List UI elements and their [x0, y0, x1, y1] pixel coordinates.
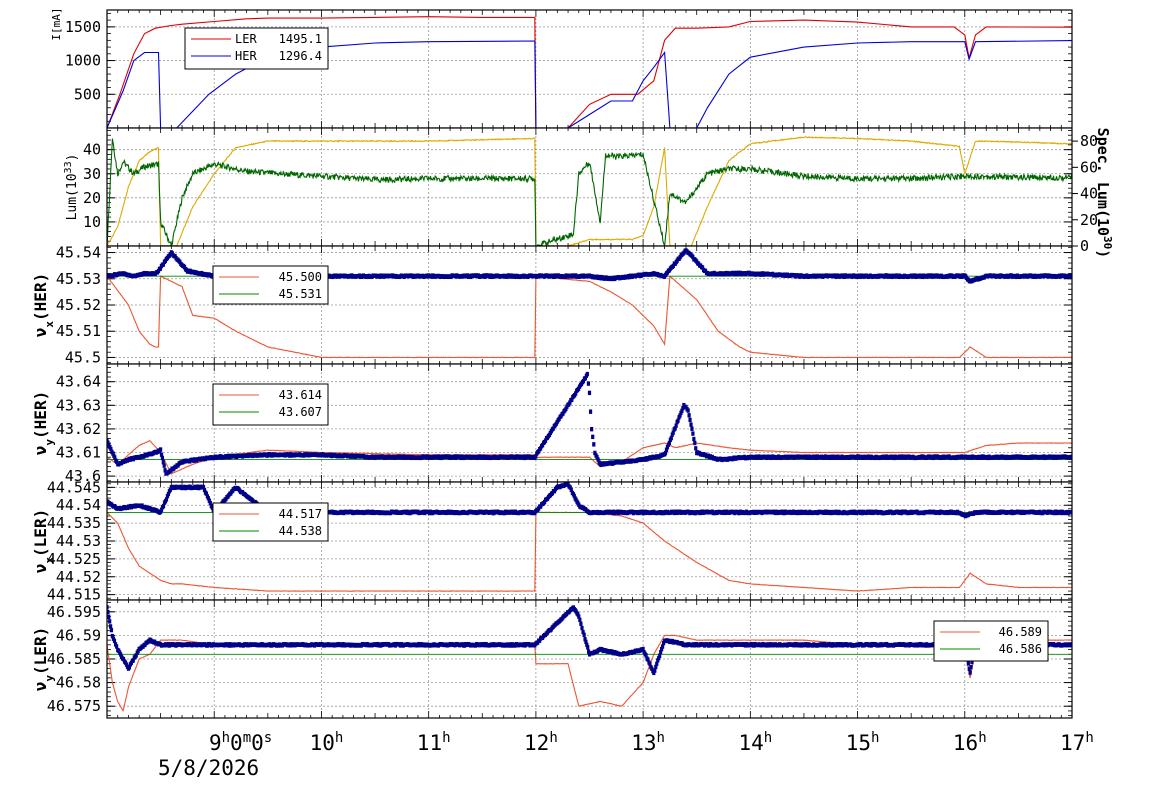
legend: 44.517 44.538	[213, 503, 328, 541]
y-tick-label: 43.62	[56, 420, 101, 438]
legend-value: 43.614	[279, 388, 322, 402]
data-point	[592, 442, 595, 446]
data-point	[110, 628, 113, 632]
panel-6: 46.57546.5846.58546.5946.595νy(LER)46.58…	[31, 600, 1074, 718]
y-tick-label: 43.63	[56, 396, 101, 414]
data-point	[693, 441, 696, 445]
y-tick-label: 20	[83, 189, 101, 207]
legend: LER 1495.1 HER 1296.4	[185, 28, 328, 69]
y-tick-label: 10	[83, 213, 101, 231]
data-point	[692, 437, 695, 441]
y-axis-label: νx(HER)	[31, 273, 56, 337]
y-tick-label: 500	[74, 85, 101, 103]
data-point	[687, 408, 690, 412]
y-tick-label: 44.515	[47, 586, 101, 604]
legend-label: LER	[235, 32, 257, 46]
y-tick-label: 46.595	[47, 603, 101, 621]
y-tick-label: 44.545	[47, 478, 101, 496]
data-point	[588, 391, 591, 395]
data-point	[691, 431, 694, 435]
y-axis-label: νy(HER)	[31, 391, 56, 455]
legend-value: 44.517	[279, 507, 322, 521]
y-tick-label: 45.54	[56, 244, 101, 262]
legend-value: 45.531	[279, 287, 322, 301]
data-point	[589, 409, 592, 413]
legend-value: 45.500	[279, 270, 322, 284]
data-point	[163, 463, 166, 467]
legend-label: HER	[235, 49, 257, 63]
data-point	[689, 422, 692, 426]
data-point	[591, 435, 594, 439]
data-point	[161, 456, 164, 460]
y-tick-label: 45.5	[65, 348, 101, 366]
data-point	[687, 413, 690, 417]
legend-value: 1296.4	[279, 49, 322, 63]
y-tick-label: 45.51	[56, 322, 101, 340]
data-point	[694, 446, 697, 450]
panel-4: 43.643.6143.6243.6343.64νy(HER)43.61443.…	[31, 364, 1074, 485]
y-tick-label: 46.58	[56, 674, 101, 692]
data-point	[107, 615, 110, 619]
y-tick-label: 45.53	[56, 270, 101, 288]
y-tick-label: 30	[83, 165, 101, 183]
legend: 43.614 43.607	[213, 384, 328, 425]
y-tick-label: 44.52	[56, 568, 101, 586]
y-tick-label: 44.54	[56, 496, 101, 514]
y2-axis-label: Spec. Lum(1030)	[1094, 128, 1115, 259]
y-tick-label: 43.61	[56, 444, 101, 462]
data-point	[590, 427, 593, 431]
y-tick-label: 40	[83, 141, 101, 159]
y2-tick-label: 0	[1080, 237, 1089, 255]
y-tick-label: 44.53	[56, 532, 101, 550]
y-tick-label: 46.575	[47, 697, 101, 715]
data-point	[108, 619, 111, 623]
y-tick-label: 43.64	[56, 373, 101, 391]
panel-5: 44.51544.5244.52544.5344.53544.5444.545ν…	[31, 478, 1074, 603]
legend-value: 44.538	[279, 524, 322, 538]
data-point	[587, 381, 590, 385]
data-point	[159, 447, 162, 451]
y-tick-label: 45.52	[56, 296, 101, 314]
data-point	[688, 418, 691, 422]
data-point	[586, 372, 589, 376]
panel-background	[107, 128, 1072, 246]
y-tick-label: 46.585	[47, 650, 101, 668]
y-axis-label: Lum(1033)	[63, 154, 81, 221]
legend-value: 1495.1	[279, 32, 322, 46]
y-tick-label: 1000	[65, 52, 101, 70]
data-point	[690, 427, 693, 431]
y-axis-label: I[mA]	[50, 7, 63, 40]
y-tick-label: 46.59	[56, 626, 101, 644]
panel-3: 45.545.5145.5245.5345.54νx(HER)45.50045.…	[31, 244, 1074, 367]
y-tick-label: 1500	[65, 18, 101, 36]
y-tick-label: 44.535	[47, 514, 101, 532]
legend: 45.500 45.531	[213, 266, 328, 304]
legend-value: 43.607	[279, 405, 322, 419]
